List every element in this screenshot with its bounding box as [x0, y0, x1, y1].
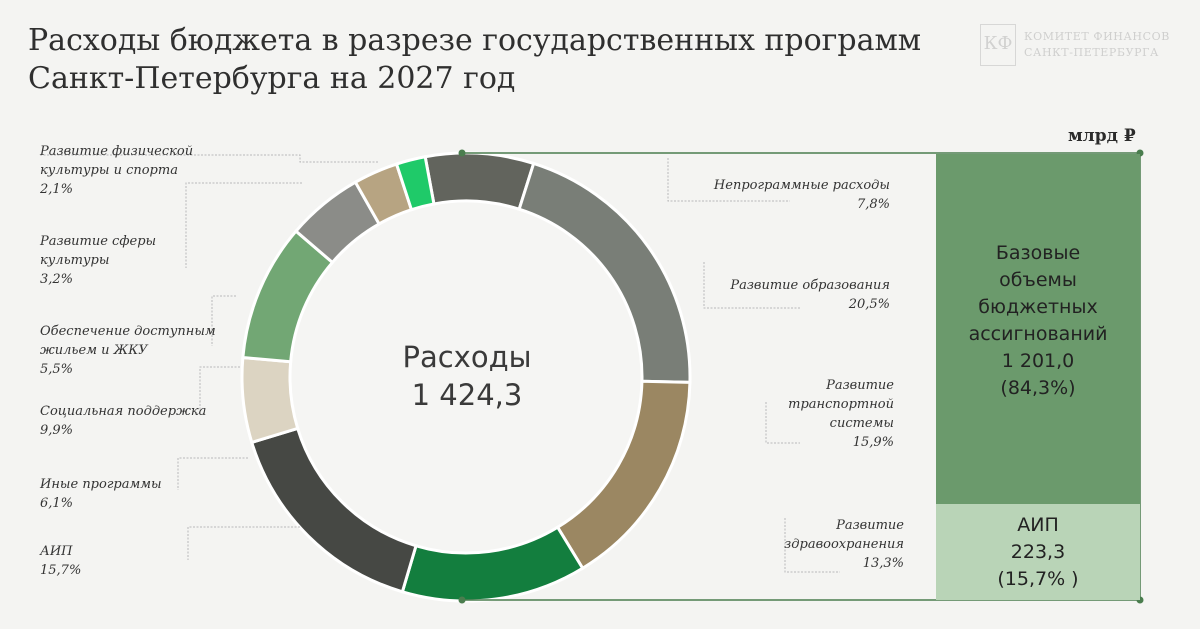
- committee-logo: КФ КОМИТЕТ ФИНАНСОВ САНКТ-ПЕТЕРБУРГА: [980, 24, 1170, 68]
- donut-slice-5: [240, 355, 300, 445]
- slice-percent-7: 5,5%: [40, 362, 74, 377]
- slice-label-2-line-2: системы: [829, 416, 894, 431]
- slice-label-9-line-1: культуры и спорта: [40, 163, 178, 178]
- slice-label-9-line-0: Развитие физической: [40, 144, 194, 159]
- donut-slice-9: [394, 155, 436, 212]
- slice-percent-9: 2,1%: [40, 182, 74, 197]
- leader-line-2: [765, 402, 800, 444]
- title-line-2: Санкт-Петербурга на 2027 год: [28, 61, 516, 96]
- logo-line-1: КОМИТЕТ ФИНАНСОВ: [1024, 30, 1170, 43]
- slice-percent-0: 7,8%: [856, 197, 890, 212]
- slice-percent-4: 15,7%: [40, 563, 82, 578]
- leader-line-3: [784, 518, 840, 573]
- slice-label-3-line-0: Развитие: [836, 518, 904, 533]
- slice-label-4: АИП 15,7%: [40, 542, 240, 580]
- leader-line-4: [187, 526, 300, 560]
- slice-label-2: Развитие транспортной системы 15,9%: [730, 376, 894, 452]
- slice-label-5-line-0: Иные программы: [40, 477, 162, 492]
- slice-label-1: Развитие образования 20,5%: [690, 276, 890, 314]
- leader-line-7: [211, 295, 236, 346]
- slice-label-7: Обеспечение доступным жильем и ЖКУ 5,5%: [40, 322, 240, 379]
- slice-label-9: Развитие физической культуры и спорта 2,1%: [40, 142, 240, 199]
- slice-label-2-line-0: Развитие: [826, 378, 894, 393]
- donut-slice-0: [423, 151, 536, 212]
- unit-label: млрд ₽: [1068, 126, 1136, 146]
- slice-percent-6: 9,9%: [40, 423, 74, 438]
- slice-label-6: Социальная поддержка 9,9%: [40, 402, 240, 440]
- logo-mark: КФ: [980, 24, 1016, 66]
- slice-percent-3: 13,3%: [862, 556, 904, 571]
- slice-label-1-line-0: Развитие образования: [730, 278, 890, 293]
- slice-percent-2: 15,9%: [852, 435, 894, 450]
- logo-line-2: САНКТ-ПЕТЕРБУРГА: [1024, 46, 1159, 59]
- aip-box: АИП 223,3 (15,7% ): [936, 504, 1140, 600]
- leader-line-1: [703, 262, 800, 309]
- slice-label-2-line-1: транспортной: [788, 397, 894, 412]
- base-allocations-box: Базовые объемы бюджетных ассигнований 1 …: [936, 154, 1140, 504]
- connector-dot-2: [458, 596, 466, 604]
- slice-label-0: Непрограммные расходы 7,8%: [690, 176, 890, 214]
- slice-percent-1: 20,5%: [848, 297, 890, 312]
- title-line-1: Расходы бюджета в разрезе государственны…: [28, 23, 922, 58]
- slice-percent-5: 6,1%: [40, 496, 74, 511]
- slice-label-3-line-1: здравоохранения: [784, 537, 904, 552]
- slice-label-8-line-1: культуры: [40, 253, 110, 268]
- leader-line-8: [185, 182, 302, 268]
- slice-label-3: Развитие здравоохранения 13,3%: [740, 516, 904, 573]
- slice-label-7-line-0: Обеспечение доступным: [40, 324, 216, 339]
- center-label: Расходы: [402, 340, 532, 374]
- center-total: 1 424,3: [411, 378, 523, 412]
- connector-dot-0: [458, 149, 466, 157]
- base-allocations-text: Базовые объемы бюджетных ассигнований 1 …: [968, 242, 1108, 399]
- page-title: Расходы бюджета в разрезе государственны…: [28, 22, 921, 98]
- slice-label-8: Развитие сферы культуры 3,2%: [40, 232, 240, 289]
- slice-label-6-line-0: Социальная поддержка: [40, 404, 207, 419]
- leader-line-6: [199, 366, 240, 410]
- leader-line-0: [667, 158, 790, 202]
- leader-line-5: [177, 457, 248, 490]
- leader-line-9: [40, 154, 378, 163]
- slice-label-7-line-1: жильем и ЖКУ: [40, 343, 148, 358]
- slice-label-0-line-0: Непрограммные расходы: [713, 178, 890, 193]
- slice-percent-8: 3,2%: [40, 272, 74, 287]
- donut-inner-disc: [290, 201, 642, 553]
- slice-label-4-line-0: АИП: [40, 544, 73, 559]
- slice-label-5: Иные программы 6,1%: [40, 475, 240, 513]
- aip-text: АИП 223,3 (15,7% ): [997, 514, 1079, 590]
- slice-label-8-line-0: Развитие сферы: [40, 234, 157, 249]
